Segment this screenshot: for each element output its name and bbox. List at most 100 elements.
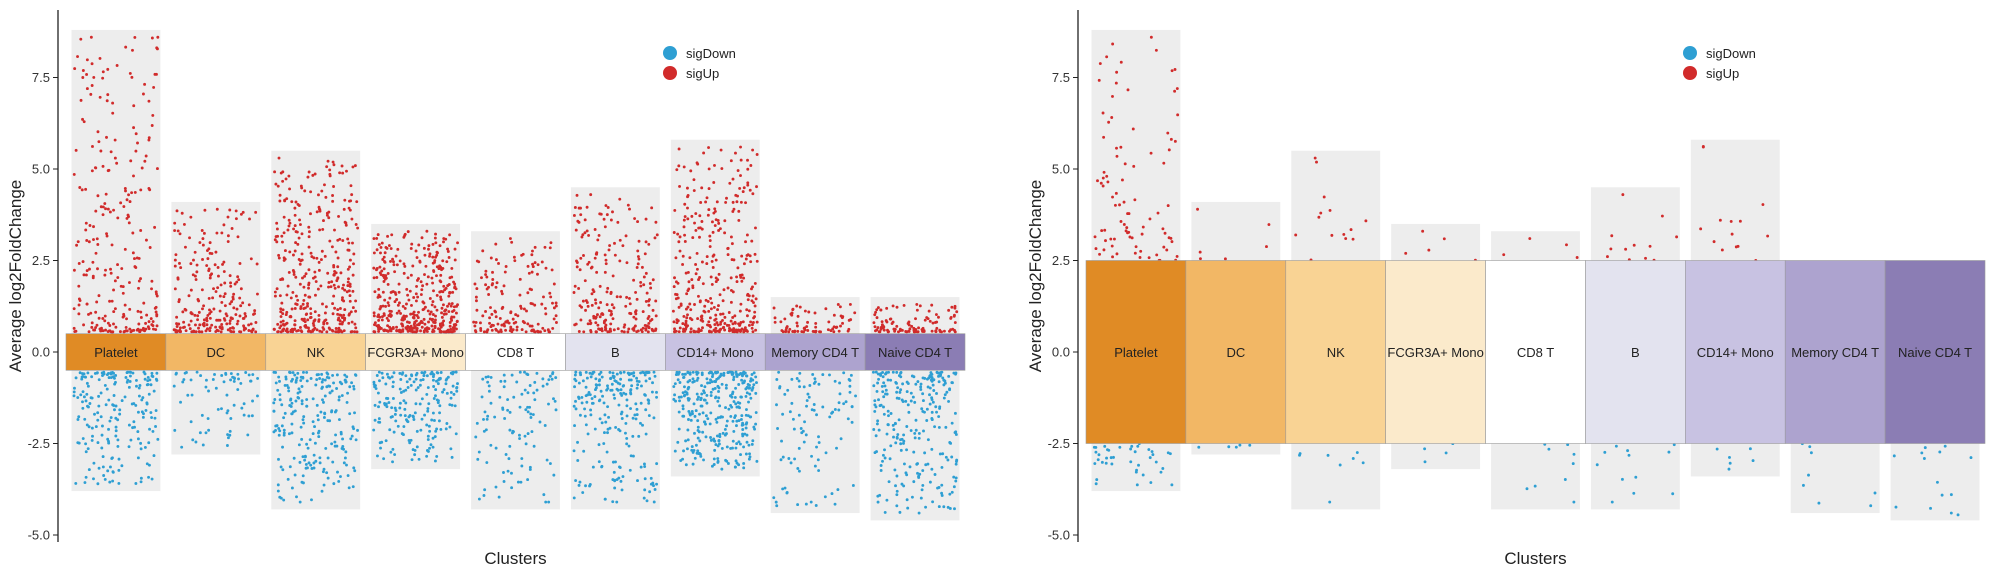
point-sigup	[354, 309, 358, 313]
point-sigdown	[373, 385, 377, 389]
point-sigdown	[691, 412, 694, 416]
point-sigdown	[551, 372, 555, 376]
point-sigup	[372, 330, 376, 334]
point-sigup	[746, 298, 750, 302]
point-sigdown	[1092, 445, 1096, 449]
cluster-label: FCGR3A+ Mono	[1387, 345, 1483, 360]
point-sigdown	[881, 459, 884, 463]
point-sigup	[348, 299, 352, 303]
point-sigup	[527, 271, 531, 275]
point-sigdown	[552, 397, 555, 401]
point-sigup	[238, 261, 242, 265]
point-sigup	[832, 330, 836, 334]
point-sigup	[485, 329, 489, 333]
point-sigup	[247, 329, 251, 332]
point-sigup	[302, 298, 306, 302]
point-sigdown	[487, 384, 491, 388]
point-sigup	[440, 315, 444, 319]
point-sigdown	[697, 451, 701, 455]
point-sigup	[222, 270, 226, 273]
point-sigdown	[434, 394, 437, 398]
point-sigup	[583, 231, 587, 235]
point-sigup	[343, 220, 347, 224]
point-sigup	[915, 308, 919, 312]
point-sigup	[125, 198, 129, 202]
point-sigdown	[388, 428, 392, 432]
point-sigdown	[798, 371, 802, 375]
point-sigdown	[277, 457, 280, 461]
point-sigup	[542, 295, 545, 299]
point-sigdown	[931, 400, 935, 404]
point-sigdown	[85, 392, 89, 396]
point-sigup	[298, 218, 302, 222]
point-sigup	[216, 265, 220, 269]
point-sigup	[410, 303, 413, 307]
point-sigdown	[503, 379, 507, 383]
point-sigdown	[583, 414, 587, 418]
point-sigup	[727, 311, 731, 314]
point-sigdown	[506, 469, 510, 473]
point-sigdown	[378, 379, 381, 383]
point-sigup	[849, 318, 853, 322]
point-sigdown	[1634, 475, 1638, 479]
point-sigup	[738, 309, 742, 313]
point-sigdown	[474, 435, 478, 439]
point-sigdown	[948, 387, 952, 391]
point-sigup	[356, 226, 360, 230]
point-sigup	[672, 320, 676, 324]
point-sigup	[1610, 234, 1614, 238]
point-sigup	[942, 329, 946, 333]
point-sigup	[228, 208, 232, 212]
point-sigup	[1315, 160, 1318, 164]
point-sigup	[414, 292, 418, 296]
point-sigup	[350, 320, 354, 324]
point-sigdown	[735, 461, 739, 465]
point-sigup	[415, 256, 419, 259]
point-sigdown	[842, 371, 846, 375]
point-sigdown	[622, 391, 626, 395]
point-sigup	[947, 308, 951, 312]
point-sigup	[439, 273, 443, 277]
point-sigup	[155, 324, 159, 328]
point-sigup	[373, 290, 377, 294]
point-sigup	[702, 151, 706, 155]
point-sigdown	[109, 416, 113, 419]
point-sigup	[328, 174, 332, 178]
point-sigup	[737, 209, 741, 213]
point-sigup	[92, 328, 96, 332]
point-sigup	[89, 92, 93, 96]
point-sigup	[807, 310, 811, 314]
point-sigdown	[937, 425, 941, 429]
point-sigdown	[143, 377, 147, 381]
chart-panel-right: Platelet DC NK FCGR3A+ Mono CD8 T B CD14+ Mono…	[1026, 10, 1986, 568]
point-sigdown	[700, 404, 704, 408]
point-sigdown	[423, 370, 427, 374]
point-sigup	[346, 267, 350, 271]
point-sigup	[599, 300, 603, 304]
point-sigdown	[313, 441, 317, 445]
point-sigup	[433, 318, 437, 322]
point-sigup	[552, 306, 556, 310]
point-sigup	[735, 200, 739, 204]
point-sigup	[392, 260, 395, 264]
point-sigdown	[322, 400, 325, 404]
point-sigdown	[1563, 478, 1567, 481]
point-sigup	[1330, 233, 1334, 237]
point-sigup	[631, 327, 635, 331]
point-sigup	[1442, 237, 1446, 241]
point-sigdown	[149, 383, 153, 387]
point-sigup	[104, 268, 107, 272]
point-sigup	[604, 204, 608, 207]
point-sigup	[627, 327, 631, 331]
point-sigup	[646, 317, 650, 320]
point-sigup	[275, 240, 279, 244]
point-sigup	[291, 269, 295, 272]
point-sigdown	[343, 373, 347, 377]
point-sigup	[491, 278, 495, 281]
point-sigup	[332, 263, 336, 267]
point-sigup	[554, 304, 558, 308]
point-sigup	[752, 316, 756, 320]
point-sigup	[652, 329, 655, 333]
point-sigdown	[1103, 444, 1107, 448]
point-sigdown	[400, 432, 404, 436]
